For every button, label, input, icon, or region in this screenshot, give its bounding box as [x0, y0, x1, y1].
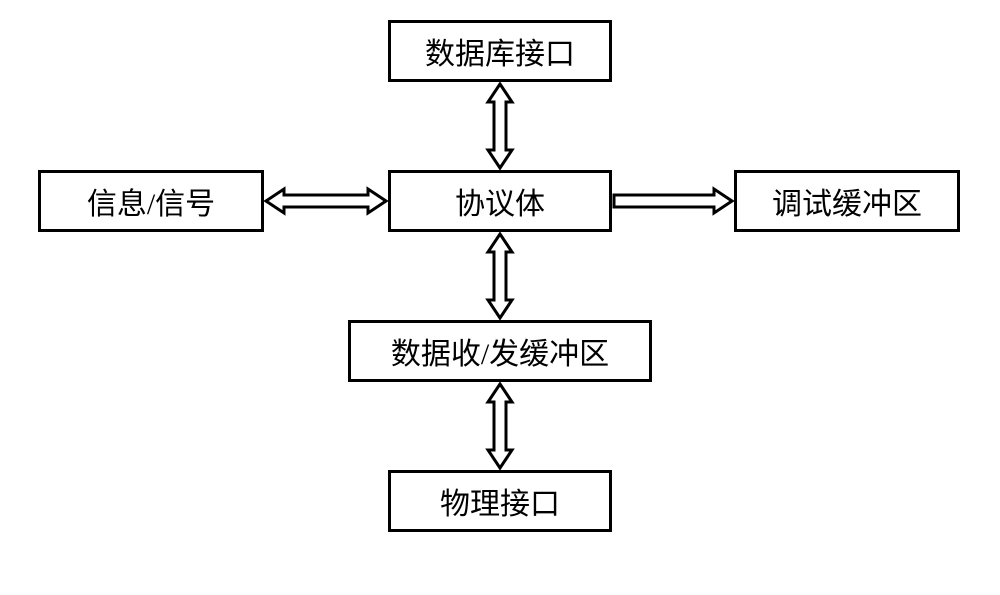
node-top-label: 数据库接口 — [425, 29, 575, 73]
node-top: 数据库接口 — [388, 20, 612, 82]
arrow-center-mid — [484, 232, 516, 320]
node-left: 信息/信号 — [38, 170, 264, 232]
node-right-label: 调试缓冲区 — [772, 179, 922, 223]
node-center: 协议体 — [388, 170, 612, 232]
arrow-left-center — [264, 185, 388, 217]
node-mid: 数据收/发缓冲区 — [348, 320, 652, 382]
arrow-center-right — [612, 185, 734, 217]
arrow-mid-bottom — [484, 382, 516, 470]
node-center-label: 协议体 — [455, 179, 545, 223]
node-right: 调试缓冲区 — [734, 170, 960, 232]
node-bottom: 物理接口 — [388, 470, 612, 532]
node-mid-label: 数据收/发缓冲区 — [391, 329, 609, 373]
node-bottom-label: 物理接口 — [440, 479, 560, 523]
node-left-label: 信息/信号 — [87, 179, 215, 223]
arrow-top-center — [484, 82, 516, 170]
